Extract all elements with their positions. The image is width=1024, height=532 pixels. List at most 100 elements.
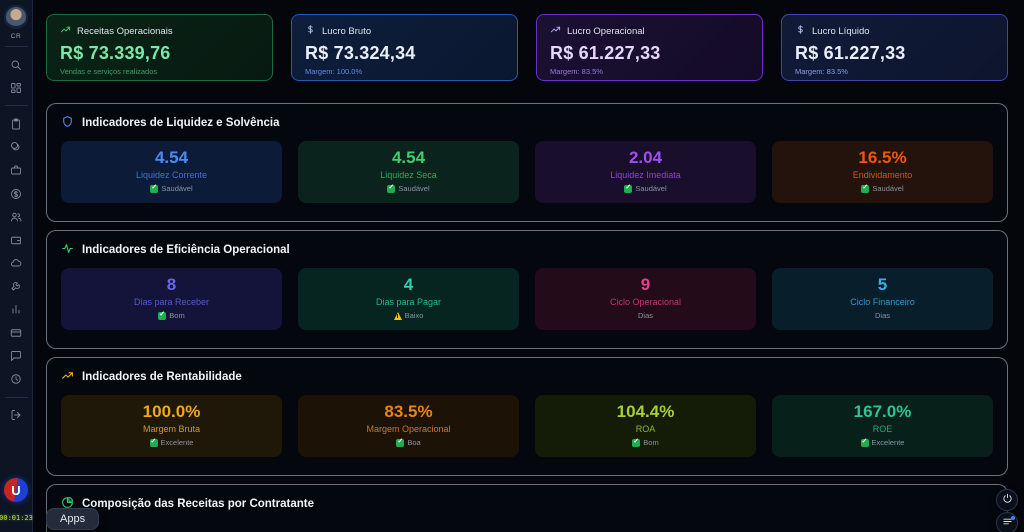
app-logo[interactable]: U xyxy=(4,478,28,502)
metric-tile-endividamento: 16.5% Endividamento Saudável xyxy=(772,141,993,203)
status-icon xyxy=(393,311,402,320)
kpi-value: R$ 73.339,76 xyxy=(60,43,171,63)
status-badge: Saudável xyxy=(772,183,993,193)
section-title: Indicadores de Liquidez e Solvência xyxy=(82,117,280,129)
metric-label: Dias para Receber xyxy=(133,297,210,307)
metric-label: Endividamento xyxy=(852,170,913,180)
clock-icon[interactable] xyxy=(9,372,23,386)
status-text: Boa xyxy=(407,438,421,447)
metric-value: 4 xyxy=(403,275,414,294)
status-badge: Excelente xyxy=(61,437,282,447)
status-text: Saudável xyxy=(872,184,904,193)
floating-buttons xyxy=(996,489,1018,532)
divider xyxy=(4,46,28,47)
metric-tile-margem-bruta: 100.0% Margem Bruta Excelente xyxy=(61,395,282,457)
metric-value: 4.54 xyxy=(391,148,426,167)
clipboard-icon[interactable] xyxy=(9,117,23,131)
section-title: Indicadores de Eficiência Operacional xyxy=(82,244,290,256)
cloud-icon[interactable] xyxy=(9,256,23,270)
kpi-value: R$ 61.227,33 xyxy=(550,43,661,63)
users-icon[interactable] xyxy=(9,210,23,224)
shield-icon xyxy=(61,115,74,131)
metric-value: 16.5% xyxy=(858,148,907,167)
status-icon xyxy=(861,183,870,193)
kpi-subtitle: Margem: 83.5% xyxy=(795,67,848,76)
activity-icon xyxy=(61,242,74,258)
metric-tile-dias-pagar: 4 Dias para Pagar Baixo xyxy=(298,268,519,330)
divider xyxy=(4,105,28,107)
section-composicao-receitas: Composição das Receitas por Contratante xyxy=(46,484,1008,532)
wallet-icon[interactable] xyxy=(9,233,23,247)
kpi-card-lucro-bruto[interactable]: Lucro Bruto R$ 73.324,34 Margem: 100.0% xyxy=(291,14,518,81)
kpi-card-receitas[interactable]: Receitas Operacionais R$ 73.339,76 Venda… xyxy=(46,14,273,81)
apps-tooltip: Apps xyxy=(46,508,100,530)
kpi-card-lucro-liquido[interactable]: Lucro Líquido R$ 61.227,33 Margem: 83.5% xyxy=(781,14,1008,81)
trending-up-icon xyxy=(60,24,71,38)
avatar[interactable] xyxy=(4,5,28,29)
task-list-button[interactable] xyxy=(996,512,1018,532)
bar-chart-icon[interactable] xyxy=(9,302,23,316)
kpi-value: R$ 73.324,34 xyxy=(305,43,416,63)
section-title: Indicadores de Rentabilidade xyxy=(82,371,242,383)
wrench-icon[interactable] xyxy=(9,279,23,293)
dollar-icon xyxy=(795,24,806,38)
search-icon[interactable] xyxy=(9,58,23,72)
metric-label: Margem Operacional xyxy=(366,424,451,434)
status-icon xyxy=(860,437,869,447)
metric-value: 83.5% xyxy=(384,402,433,421)
credit-card-icon[interactable] xyxy=(9,326,23,340)
pie-chart-icon xyxy=(61,496,74,512)
dollar-icon xyxy=(305,24,316,38)
metric-value: 5 xyxy=(877,275,888,294)
kpi-value: R$ 61.227,33 xyxy=(795,43,906,63)
metric-tile-liquidez-imediata: 2.04 Liquidez Imediata Saudável xyxy=(535,141,756,203)
kpi-label: Receitas Operacionais xyxy=(77,25,173,37)
status-icon xyxy=(149,437,158,447)
chat-icon[interactable] xyxy=(9,349,23,363)
status-icon xyxy=(396,437,405,447)
metric-value: 8 xyxy=(166,275,177,294)
status-badge: Dias xyxy=(772,311,993,320)
notification-dot xyxy=(1011,516,1015,520)
kpi-card-lucro-operacional[interactable]: Lucro Operacional R$ 61.227,33 Margem: 8… xyxy=(536,14,763,81)
metric-label: ROE xyxy=(872,424,893,434)
kpi-row: Receitas Operacionais R$ 73.339,76 Venda… xyxy=(46,14,1008,81)
metric-value: 9 xyxy=(640,275,651,294)
status-text: Excelente xyxy=(871,438,905,447)
apps-grid-icon[interactable] xyxy=(9,81,23,95)
metric-label: ROA xyxy=(635,424,656,434)
dollar-circle-icon[interactable] xyxy=(9,187,23,201)
status-text: Bom xyxy=(169,311,185,320)
coins-icon[interactable] xyxy=(9,140,23,154)
status-text: Dias xyxy=(637,311,653,320)
metric-label: Margem Bruta xyxy=(142,424,201,434)
task-list-icon xyxy=(1002,514,1013,532)
power-button[interactable] xyxy=(996,489,1018,511)
metric-value: 167.0% xyxy=(853,402,912,421)
status-text: Excelente xyxy=(160,438,194,447)
status-badge: Bom xyxy=(535,437,756,447)
status-icon xyxy=(387,183,396,193)
logout-icon[interactable] xyxy=(9,408,23,422)
sidebar: CR xyxy=(0,0,33,532)
metric-label: Ciclo Financeiro xyxy=(850,297,915,307)
metric-tile-roa: 104.4% ROA Bom xyxy=(535,395,756,457)
briefcase-icon[interactable] xyxy=(9,163,23,177)
status-text: Saudável xyxy=(161,184,193,193)
metric-tile-dias-receber: 8 Dias para Receber Bom xyxy=(61,268,282,330)
status-badge: Saudável xyxy=(298,183,519,193)
status-text: Baixo xyxy=(404,311,424,320)
status-badge: Saudável xyxy=(535,183,756,193)
metric-value: 2.04 xyxy=(628,148,663,167)
kpi-subtitle: Margem: 100.0% xyxy=(305,67,363,76)
kpi-label: Lucro Bruto xyxy=(322,25,372,37)
status-badge: Saudável xyxy=(61,183,282,193)
trending-up-icon xyxy=(550,24,561,38)
kpi-label: Lucro Operacional xyxy=(567,25,645,37)
kpi-subtitle: Vendas e serviços realizados xyxy=(60,67,158,76)
status-icon xyxy=(150,183,159,193)
status-text: Dias xyxy=(874,311,890,320)
status-text: Bom xyxy=(643,438,659,447)
metric-label: Liquidez Corrente xyxy=(135,170,208,180)
